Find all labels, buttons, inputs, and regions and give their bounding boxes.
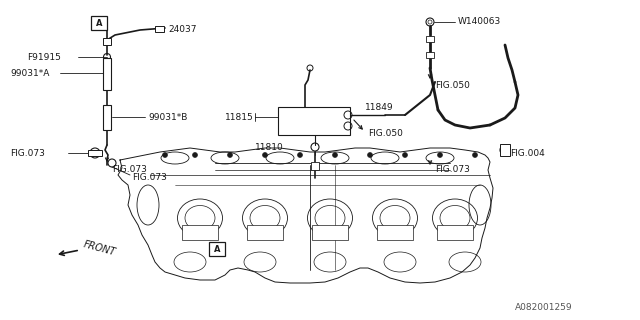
Text: FIG.050: FIG.050 bbox=[368, 129, 403, 138]
Circle shape bbox=[472, 153, 477, 157]
Bar bbox=[426, 52, 434, 58]
Text: FIG.073: FIG.073 bbox=[435, 165, 470, 174]
Text: 0923S*B: 0923S*B bbox=[283, 111, 319, 121]
Text: 24037: 24037 bbox=[168, 26, 196, 35]
Bar bbox=[426, 36, 434, 42]
Circle shape bbox=[262, 153, 268, 157]
Bar bbox=[103, 105, 111, 130]
Circle shape bbox=[193, 153, 198, 157]
Circle shape bbox=[298, 153, 303, 157]
Text: FIG.050: FIG.050 bbox=[435, 81, 470, 90]
Text: 99031*A: 99031*A bbox=[10, 68, 49, 77]
Circle shape bbox=[163, 153, 168, 157]
Polygon shape bbox=[118, 148, 493, 283]
Bar bbox=[88, 150, 102, 156]
Bar bbox=[377, 225, 413, 240]
Bar bbox=[311, 162, 319, 170]
Text: 11849: 11849 bbox=[365, 103, 394, 113]
Text: FIG.073: FIG.073 bbox=[112, 165, 147, 174]
Text: FIG.073: FIG.073 bbox=[132, 173, 167, 182]
Bar bbox=[182, 225, 218, 240]
Circle shape bbox=[333, 153, 337, 157]
Bar bbox=[437, 225, 473, 240]
Circle shape bbox=[438, 153, 442, 157]
Bar bbox=[103, 58, 111, 90]
Text: FRONT: FRONT bbox=[82, 239, 116, 257]
Circle shape bbox=[403, 153, 408, 157]
Bar bbox=[500, 144, 510, 156]
Text: FIG.073: FIG.073 bbox=[10, 148, 45, 157]
Text: A: A bbox=[96, 19, 102, 28]
Text: FIG.004: FIG.004 bbox=[510, 148, 545, 157]
Bar bbox=[91, 16, 107, 30]
Bar bbox=[209, 242, 225, 256]
Bar bbox=[312, 225, 348, 240]
Text: A082001259: A082001259 bbox=[515, 303, 573, 313]
Text: 11815: 11815 bbox=[225, 113, 253, 122]
Text: F91915: F91915 bbox=[27, 52, 61, 61]
Bar bbox=[103, 38, 111, 45]
Bar bbox=[247, 225, 283, 240]
Text: W140063: W140063 bbox=[458, 18, 501, 27]
Bar bbox=[278, 107, 350, 135]
Circle shape bbox=[367, 153, 372, 157]
Bar bbox=[155, 26, 164, 32]
Circle shape bbox=[227, 153, 232, 157]
Text: 11810: 11810 bbox=[255, 143, 284, 153]
Text: 99031*B: 99031*B bbox=[148, 113, 188, 122]
Text: A: A bbox=[214, 244, 220, 253]
Text: F91418: F91418 bbox=[283, 122, 314, 131]
